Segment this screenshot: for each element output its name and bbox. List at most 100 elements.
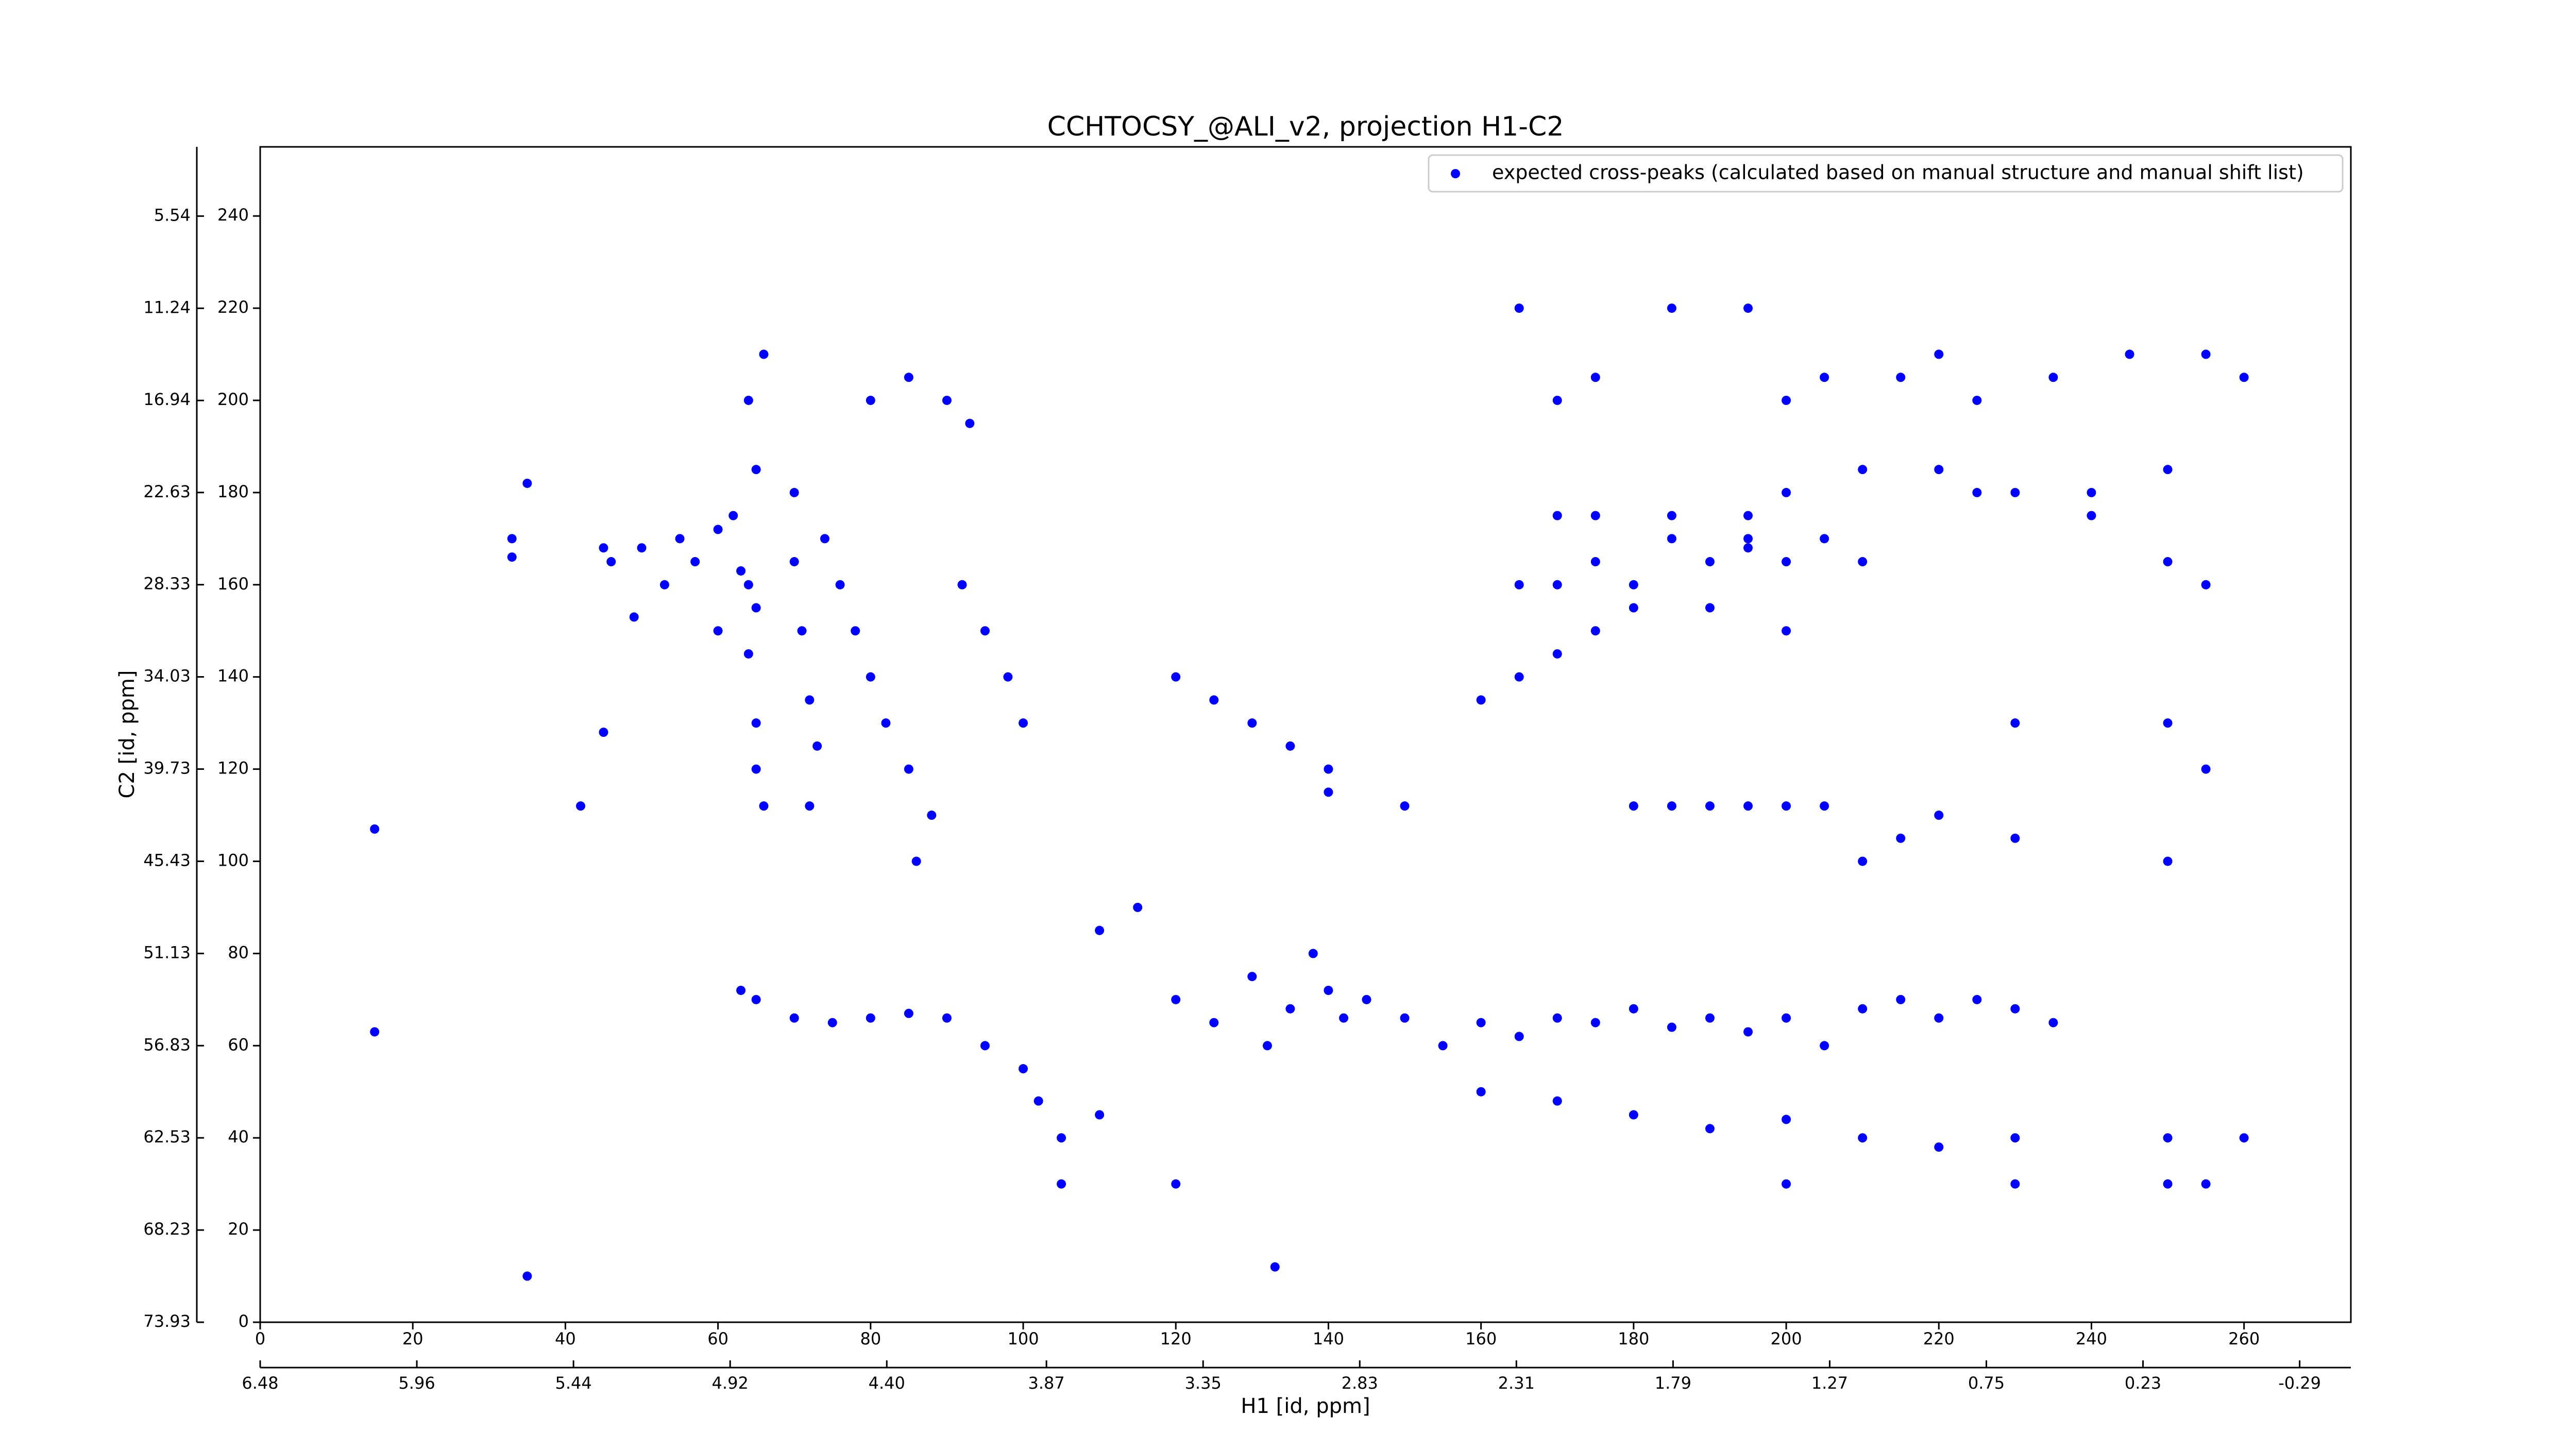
cross-peak <box>942 1013 952 1023</box>
cross-peak <box>1019 718 1028 728</box>
cross-peak <box>1400 1013 1410 1023</box>
cross-peak <box>820 534 829 544</box>
cross-peak <box>2163 1179 2173 1189</box>
x-tick-label: 180 <box>1618 1329 1649 1349</box>
x-tick-label: 0 <box>255 1329 265 1349</box>
cross-peak <box>713 525 723 534</box>
cross-peak <box>1896 995 1906 1004</box>
cross-peak <box>2010 487 2020 497</box>
cross-peak <box>1552 580 1562 589</box>
cross-peak <box>1858 1004 1868 1014</box>
cross-peak <box>1057 1133 1066 1143</box>
cross-peak <box>2048 1018 2058 1027</box>
cross-peak <box>728 511 738 520</box>
cross-peak <box>2010 833 2020 843</box>
cross-peak <box>1743 534 1753 544</box>
x2-tick-label: 2.31 <box>1498 1373 1535 1393</box>
cross-peak <box>1133 902 1143 912</box>
cross-peak <box>759 349 769 359</box>
y2-tick-label: 73.93 <box>143 1311 191 1331</box>
cross-peak <box>911 856 921 866</box>
x-tick-label: 120 <box>1160 1329 1192 1349</box>
cross-peak <box>522 478 532 488</box>
cross-peak <box>1514 672 1524 682</box>
y2-tick-label: 16.94 <box>143 390 191 409</box>
cross-peak <box>1858 1133 1868 1143</box>
cross-peak <box>1782 1179 1791 1189</box>
y2-tick-label: 22.63 <box>143 482 191 501</box>
cross-peak <box>1934 811 1944 820</box>
cross-peak <box>835 580 845 589</box>
cross-peak <box>1743 304 1753 313</box>
x-tick-label: 140 <box>1313 1329 1344 1349</box>
cross-peak <box>965 418 975 428</box>
cross-peak <box>1743 1027 1753 1037</box>
cross-peak <box>1057 1179 1066 1189</box>
y2-tick-label: 5.54 <box>154 205 191 225</box>
cross-peak <box>957 580 967 589</box>
cross-peak <box>1285 741 1295 751</box>
cross-peak <box>2163 1133 2173 1143</box>
x-tick-label: 200 <box>1771 1329 1802 1349</box>
y2-tick-label: 56.83 <box>143 1035 191 1054</box>
y2-tick-label: 51.13 <box>143 942 191 962</box>
cross-peak <box>1590 1018 1600 1027</box>
cross-peak <box>1972 395 1982 405</box>
cross-peak <box>1782 1115 1791 1124</box>
cross-peak <box>2201 764 2211 774</box>
cross-peak <box>1285 1004 1295 1014</box>
cross-peak <box>1629 580 1638 589</box>
cross-peak <box>1339 1013 1349 1023</box>
cross-peak <box>2087 487 2096 497</box>
cross-peak <box>637 543 647 553</box>
x2-tick-label: 2.83 <box>1342 1373 1378 1393</box>
cross-peak <box>1209 1018 1219 1027</box>
cross-peak <box>1858 856 1868 866</box>
cross-peak <box>881 718 891 728</box>
x2-tick-label: 0.23 <box>2125 1373 2161 1393</box>
cross-peak <box>1476 695 1486 705</box>
cross-peak <box>1324 787 1333 797</box>
cross-peak <box>1667 1022 1676 1032</box>
cross-peak <box>2010 718 2020 728</box>
cross-peak <box>1362 995 1371 1004</box>
legend-marker <box>1451 169 1460 178</box>
cross-peak <box>1782 626 1791 636</box>
cross-peak <box>1782 557 1791 567</box>
x-tick-label: 260 <box>2228 1329 2260 1349</box>
cross-peak <box>751 603 761 613</box>
cross-peak <box>1514 1032 1524 1041</box>
cross-peak <box>1934 349 1944 359</box>
cross-peak <box>659 580 669 589</box>
cross-peak <box>1308 949 1318 958</box>
y2-tick-label: 28.33 <box>143 574 191 594</box>
x-tick-label: 100 <box>1007 1329 1039 1349</box>
y-axis-label: C2 [id, ppm] <box>115 670 139 799</box>
cross-peak <box>1019 1064 1028 1074</box>
cross-peak <box>1095 1110 1105 1120</box>
cross-peak <box>1209 695 1219 705</box>
cross-peak <box>2010 1179 2020 1189</box>
cross-peak <box>789 1013 799 1023</box>
cross-peak <box>789 487 799 497</box>
cross-peak <box>904 764 913 774</box>
cross-peak <box>1782 395 1791 405</box>
cross-peak <box>1171 995 1181 1004</box>
cross-peak <box>1270 1262 1280 1272</box>
x-tick-label: 220 <box>1923 1329 1955 1349</box>
x-tick-label: 40 <box>555 1329 576 1349</box>
cross-peak <box>1552 511 1562 520</box>
cross-peak <box>1820 534 1829 544</box>
x-tick-label: 20 <box>402 1329 423 1349</box>
cross-peak <box>522 1271 532 1281</box>
x2-tick-label: 0.75 <box>1968 1373 2005 1393</box>
cross-peak <box>2239 1133 2249 1143</box>
cross-peak <box>1552 1013 1562 1023</box>
cross-peak <box>1705 801 1715 811</box>
plot-area <box>259 146 2352 1323</box>
y-tick-label: 200 <box>217 390 249 409</box>
y-tick-label: 180 <box>217 482 249 501</box>
cross-peak <box>1247 972 1257 982</box>
cross-peak <box>1438 1041 1448 1051</box>
cross-peak <box>1514 580 1524 589</box>
